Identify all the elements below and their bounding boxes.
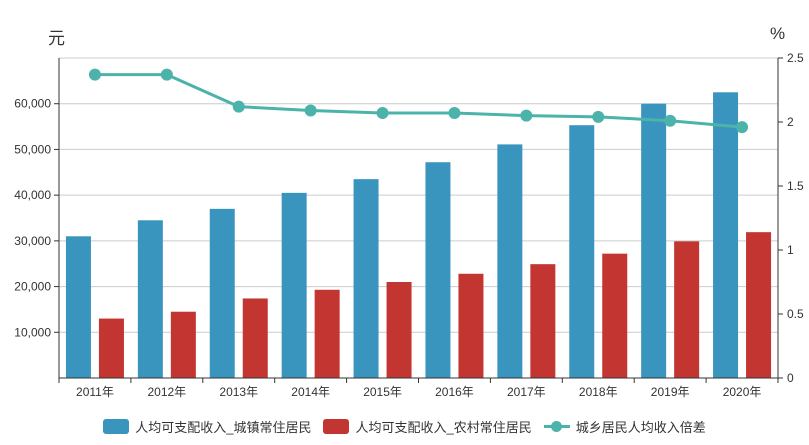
x-axis-tick-label: 2017年	[507, 385, 546, 399]
legend-swatch-urban	[103, 418, 130, 434]
left-axis-tick-label: 40,000	[14, 188, 51, 202]
legend-label-rural: 人均可支配收入_农村常住居民	[355, 419, 532, 435]
ratio-polyline	[94, 73, 743, 129]
bar-urban	[497, 144, 523, 378]
right-axis-tick-label: 0.5	[787, 307, 804, 321]
x-axis-tick-label: 2019年	[651, 385, 690, 399]
x-axis-tick-label: 2015年	[363, 385, 402, 399]
bars	[65, 92, 772, 379]
x-axis-tick-label: 2013年	[219, 385, 258, 399]
bar-rural	[674, 241, 700, 378]
ratio-point	[520, 109, 533, 122]
left-axis-tick-label: 60,000	[14, 97, 51, 111]
legend-label-ratio: 城乡居民人均收入倍差	[575, 419, 706, 435]
bar-rural	[242, 298, 268, 378]
ratio-point	[664, 114, 677, 127]
right-axis-tick-label: 2.5	[787, 51, 804, 65]
bar-rural	[98, 318, 124, 378]
bar-rural	[458, 273, 484, 378]
ratio-point	[304, 104, 317, 117]
ratio-point	[232, 100, 245, 113]
bar-rural	[602, 253, 628, 378]
legend-item-rural[interactable]: 人均可支配收入_农村常住居民	[323, 417, 532, 436]
ratio-point	[592, 110, 605, 123]
legend: 人均可支配收入_城镇常住居民 人均可支配收入_农村常住居民 城乡居民人均收入倍差	[0, 414, 809, 438]
left-axis-tick-label: 50,000	[14, 142, 51, 156]
left-axis-unit: 元	[48, 29, 65, 48]
bar-urban	[137, 220, 163, 378]
x-axis-tick-label: 2018年	[579, 385, 618, 399]
legend-swatch-rural	[323, 418, 350, 434]
bar-urban	[569, 125, 595, 378]
bar-urban	[209, 208, 235, 378]
bar-urban	[425, 162, 451, 378]
axes: 10,000 20,000 30,000 40,000 50,000 60,000 0 0.5…	[14, 51, 804, 399]
x-axis-tick-label: 2014年	[291, 385, 330, 399]
legend-label-urban: 人均可支配收入_城镇常住居民	[135, 419, 312, 435]
ratio-point	[88, 68, 101, 81]
bar-urban	[65, 236, 91, 378]
ratio-point	[160, 68, 173, 81]
legend-item-ratio[interactable]: 城乡居民人均收入倍差	[543, 417, 706, 436]
left-axis-tick-label: 30,000	[14, 234, 51, 248]
bar-urban	[641, 103, 667, 378]
left-axis-tick-label: 10,000	[14, 325, 51, 339]
bar-urban	[353, 179, 379, 378]
x-axis-tick-label: 2020年	[723, 385, 762, 399]
bar-urban	[281, 192, 307, 378]
bar-rural	[386, 282, 412, 378]
right-axis-tick-label: 1	[787, 243, 794, 257]
right-axis-unit: %	[770, 24, 786, 43]
x-axis-tick-label: 2016年	[435, 385, 474, 399]
right-axis-tick-label: 1.5	[787, 179, 804, 193]
left-axis-tick-label: 20,000	[14, 280, 51, 294]
bar-rural	[530, 264, 556, 378]
right-axis-tick-label: 0	[787, 371, 794, 385]
right-axis-tick-label: 2	[787, 115, 794, 129]
x-axis-tick-label: 2011年	[76, 385, 114, 399]
bar-urban	[713, 92, 739, 379]
legend-item-urban[interactable]: 人均可支配收入_城镇常住居民	[103, 417, 311, 436]
bar-rural	[314, 289, 340, 378]
x-axis-tick-label: 2012年	[147, 385, 186, 399]
ratio-line	[88, 68, 749, 134]
ratio-point	[376, 107, 389, 120]
bar-rural	[746, 232, 772, 378]
legend-swatch-ratio	[543, 419, 570, 434]
ratio-point	[736, 121, 749, 134]
gridlines	[59, 57, 778, 333]
bar-rural	[170, 311, 196, 378]
ratio-point	[448, 107, 461, 120]
